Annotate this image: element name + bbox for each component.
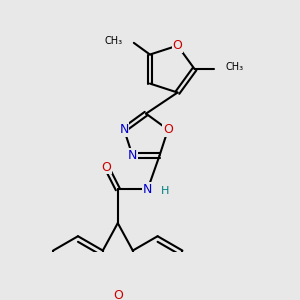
Text: CH₃: CH₃ — [226, 62, 244, 73]
Text: O: O — [163, 123, 173, 136]
Text: N: N — [119, 123, 129, 136]
Text: CH₃: CH₃ — [105, 36, 123, 46]
Text: N: N — [128, 149, 137, 162]
Text: O: O — [102, 161, 112, 174]
Text: O: O — [113, 289, 123, 300]
Text: N: N — [143, 183, 152, 196]
Text: H: H — [160, 186, 169, 196]
Text: O: O — [172, 39, 182, 52]
